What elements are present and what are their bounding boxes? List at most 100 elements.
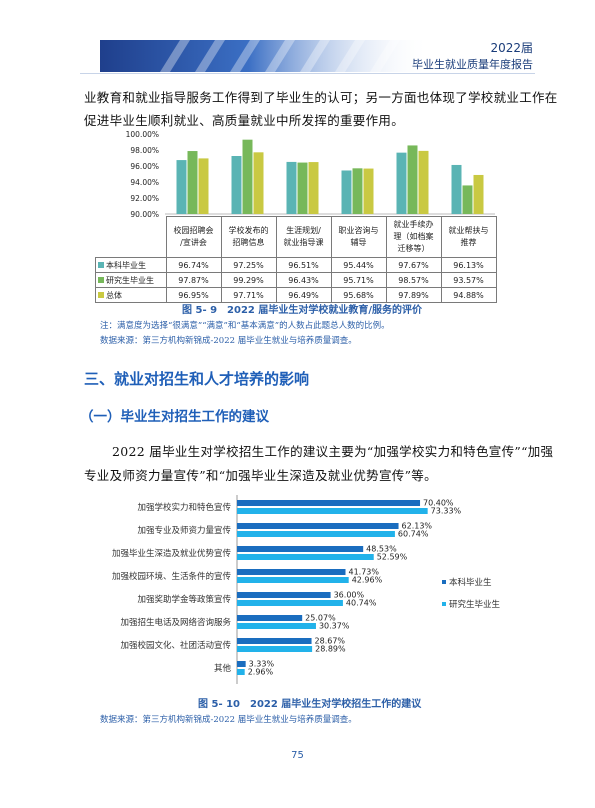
paragraph-line: 2022 届毕业生对学校招生工作的建议主要为“加强学校实力和特色宣传”“加强 [112,444,554,459]
table-cell: 95.44% [330,257,387,273]
bar [297,162,308,214]
data-label: 40.74% [346,599,377,608]
bar [237,661,246,667]
legend-swatch [442,602,446,606]
header-banner [100,40,595,72]
legend-swatch [98,277,104,283]
table-cell: 95.68% [330,287,387,303]
y-tick-label: 90.00% [130,210,159,218]
table-cell: 99.29% [220,272,277,288]
paragraph-line: 专业及师资力量宣传”和“加强毕业生深造及就业优势宣传”等。 [84,468,437,483]
category-label: 加强招生电话及网络咨询服务 [120,617,231,628]
header-year: 2022届 [490,41,533,55]
bar [237,623,316,629]
bar [237,615,303,621]
category-label: 就业手续办 理（如档案 迁移等） [385,216,442,258]
paragraph-line: 促进毕业生顺利就业、高质量就业中所发挥的重要作用。 [84,113,405,128]
series-legend-cell: 总体 [95,287,167,303]
y-tick-label: 98.00% [130,146,159,155]
data-label: 2.96% [248,668,274,677]
category-label-line: /宣讲会 [180,238,207,247]
table-cell: 96.74% [165,257,222,273]
category-label-line: 职业咨询与 [338,226,379,235]
table-cell: 94.88% [440,287,497,303]
bar [237,531,395,537]
series-name: 本科毕业生 [106,260,146,270]
bar [176,160,187,214]
table-cell: 96.43% [275,272,332,288]
category-label: 加强校园环境、生活条件的宣传 [112,571,232,582]
category-label-line: 辅导 [350,238,367,247]
table-cell: 98.57% [385,272,442,288]
category-label: 加强专业及师资力量宣传 [137,525,231,536]
category-label: 其他 [214,663,232,674]
bar [237,638,312,644]
table-cell: 97.25% [220,257,277,273]
y-tick-label: 92.00% [130,194,159,203]
bar [237,669,245,675]
table-cell: 96.49% [275,287,332,303]
table-cell: 96.51% [275,257,332,273]
y-tick-label: 94.00% [130,178,159,187]
bar [237,592,331,598]
category-label: 学校发布的 招聘信息 [220,216,277,258]
data-label: 73.33% [431,507,462,516]
bar [237,546,364,552]
paragraph-line: 业教育和就业指导服务工作得到了毕业生的认可；另一方面也体现了学校就业工作在 [84,90,558,105]
data-label: 41.73% [348,568,379,577]
table-cell: 96.95% [165,287,222,303]
bar [237,569,346,575]
table-cell: 95.71% [330,272,387,288]
category-label-line: 校园招聘会 [173,226,214,235]
bar [396,152,407,214]
bar [341,170,352,214]
subsection-heading: （一）毕业生对招生工作的建议 [80,409,269,425]
data-label: 52.59% [377,553,408,562]
legend-swatch [442,580,446,584]
bar [237,600,343,606]
category-label-line: 迁移等） [397,244,430,253]
header-stripes-graphic [100,40,430,72]
data-label: 28.89% [315,645,346,654]
data-label: 36.00% [334,591,365,600]
bar [286,161,297,214]
data-label: 62.13% [402,522,433,531]
header-title: 毕业生就业质量年度报告 [412,58,533,71]
category-label-line: 就业指导课 [283,238,324,247]
data-label: 25.07% [305,614,336,623]
series-name: 总体 [106,290,122,300]
data-label: 48.53% [366,545,397,554]
bar [242,139,253,214]
data-label: 42.96% [352,576,383,585]
y-tick-label: 96.00% [130,162,159,171]
category-label: 就业帮扶与 推荐 [440,216,497,258]
table-cell: 97.87% [165,272,222,288]
section-heading: 三、就业对招生和人才培养的影响 [84,370,310,388]
bar [352,168,363,214]
bar [407,145,418,214]
category-label-line: 就业帮扶与 [448,226,489,235]
figure-caption: 图 5- 9 2022 届毕业生对学校就业教育/服务的评价 [182,305,422,316]
bar [237,577,349,583]
header-divider [80,73,535,74]
legend-swatch [98,262,104,268]
category-label: 校园招聘会/宣讲会 [165,216,222,258]
bar [231,156,242,214]
category-label-line: 招聘信息 [232,238,265,247]
data-label: 3.33% [249,660,275,669]
bar [237,646,313,652]
bar [363,168,374,214]
category-label-line: 推荐 [460,238,477,247]
series-legend-cell: 研究生毕业生 [95,272,167,288]
table-cell: 96.13% [440,257,497,273]
y-tick-label: 100.00% [126,130,159,139]
bar [237,523,399,529]
category-label: 生涯规划/就业指导课 [275,216,332,258]
data-label: 30.37% [319,622,350,631]
table-row: 研究生毕业生 97.87% 99.29% 96.43% 95.71% 98.57% 93.5… [95,272,497,288]
table-corner [96,217,167,258]
satisfaction-bar-chart: 100.00% 98.00% 96.00% 94.00% 92.00% 90.00% [126,130,495,218]
chart-data-table: 校园招聘会/宣讲会 学校发布的 招聘信息 生涯规划/就业指导课 职业咨询与 辅导 就业手续办… [95,216,497,303]
category-label: 加强学校实力和特色宣传 [137,502,231,513]
table-cell: 93.57% [440,272,497,288]
